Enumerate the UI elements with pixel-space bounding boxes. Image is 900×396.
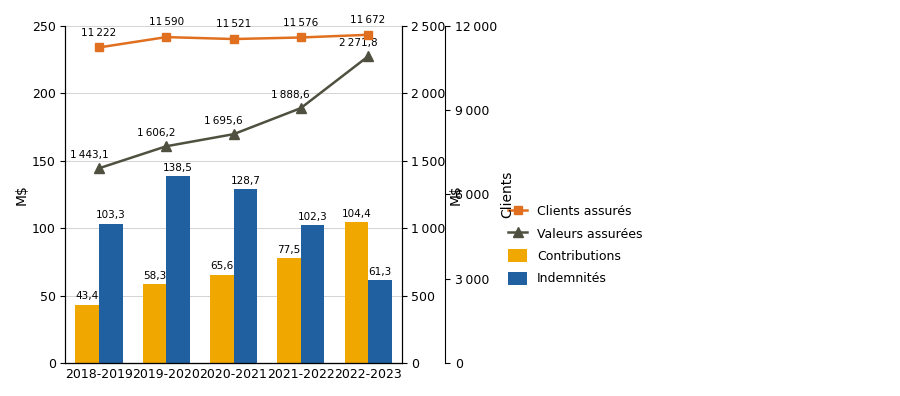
Text: 1 888,6: 1 888,6 (272, 90, 310, 100)
Text: 1 695,6: 1 695,6 (204, 116, 243, 126)
Text: 1 443,1: 1 443,1 (69, 150, 108, 160)
Bar (143, 284, 166, 363)
Bar (76, 305, 99, 363)
Text: 65,6: 65,6 (210, 261, 233, 271)
Text: 77,5: 77,5 (277, 245, 301, 255)
Text: 11 672: 11 672 (350, 15, 386, 25)
Bar (301, 225, 324, 363)
Text: 2 271,8: 2 271,8 (338, 38, 377, 48)
Bar (345, 222, 368, 363)
Text: 61,3: 61,3 (368, 267, 392, 277)
Y-axis label: Clients: Clients (500, 171, 514, 218)
Text: 11 576: 11 576 (284, 18, 319, 28)
Bar (277, 259, 301, 363)
Text: 103,3: 103,3 (96, 210, 126, 220)
Text: 1 606,2: 1 606,2 (137, 128, 176, 138)
Bar (233, 189, 257, 363)
Text: 43,4: 43,4 (76, 291, 99, 301)
Text: 11 521: 11 521 (216, 19, 251, 29)
Y-axis label: M$: M$ (15, 184, 29, 205)
Text: 11 590: 11 590 (148, 17, 184, 27)
Text: 11 222: 11 222 (81, 28, 117, 38)
Bar (166, 176, 190, 363)
Bar (368, 280, 392, 363)
Bar (210, 274, 233, 363)
Text: 128,7: 128,7 (230, 176, 260, 186)
Text: 104,4: 104,4 (341, 209, 371, 219)
Text: 138,5: 138,5 (163, 163, 193, 173)
Text: 58,3: 58,3 (143, 271, 166, 281)
Legend: Clients assurés, Valeurs assurées, Contributions, Indemnités: Clients assurés, Valeurs assurées, Contr… (502, 198, 649, 291)
Bar (99, 224, 122, 363)
Text: 102,3: 102,3 (298, 211, 328, 222)
Y-axis label: M$: M$ (448, 184, 463, 205)
